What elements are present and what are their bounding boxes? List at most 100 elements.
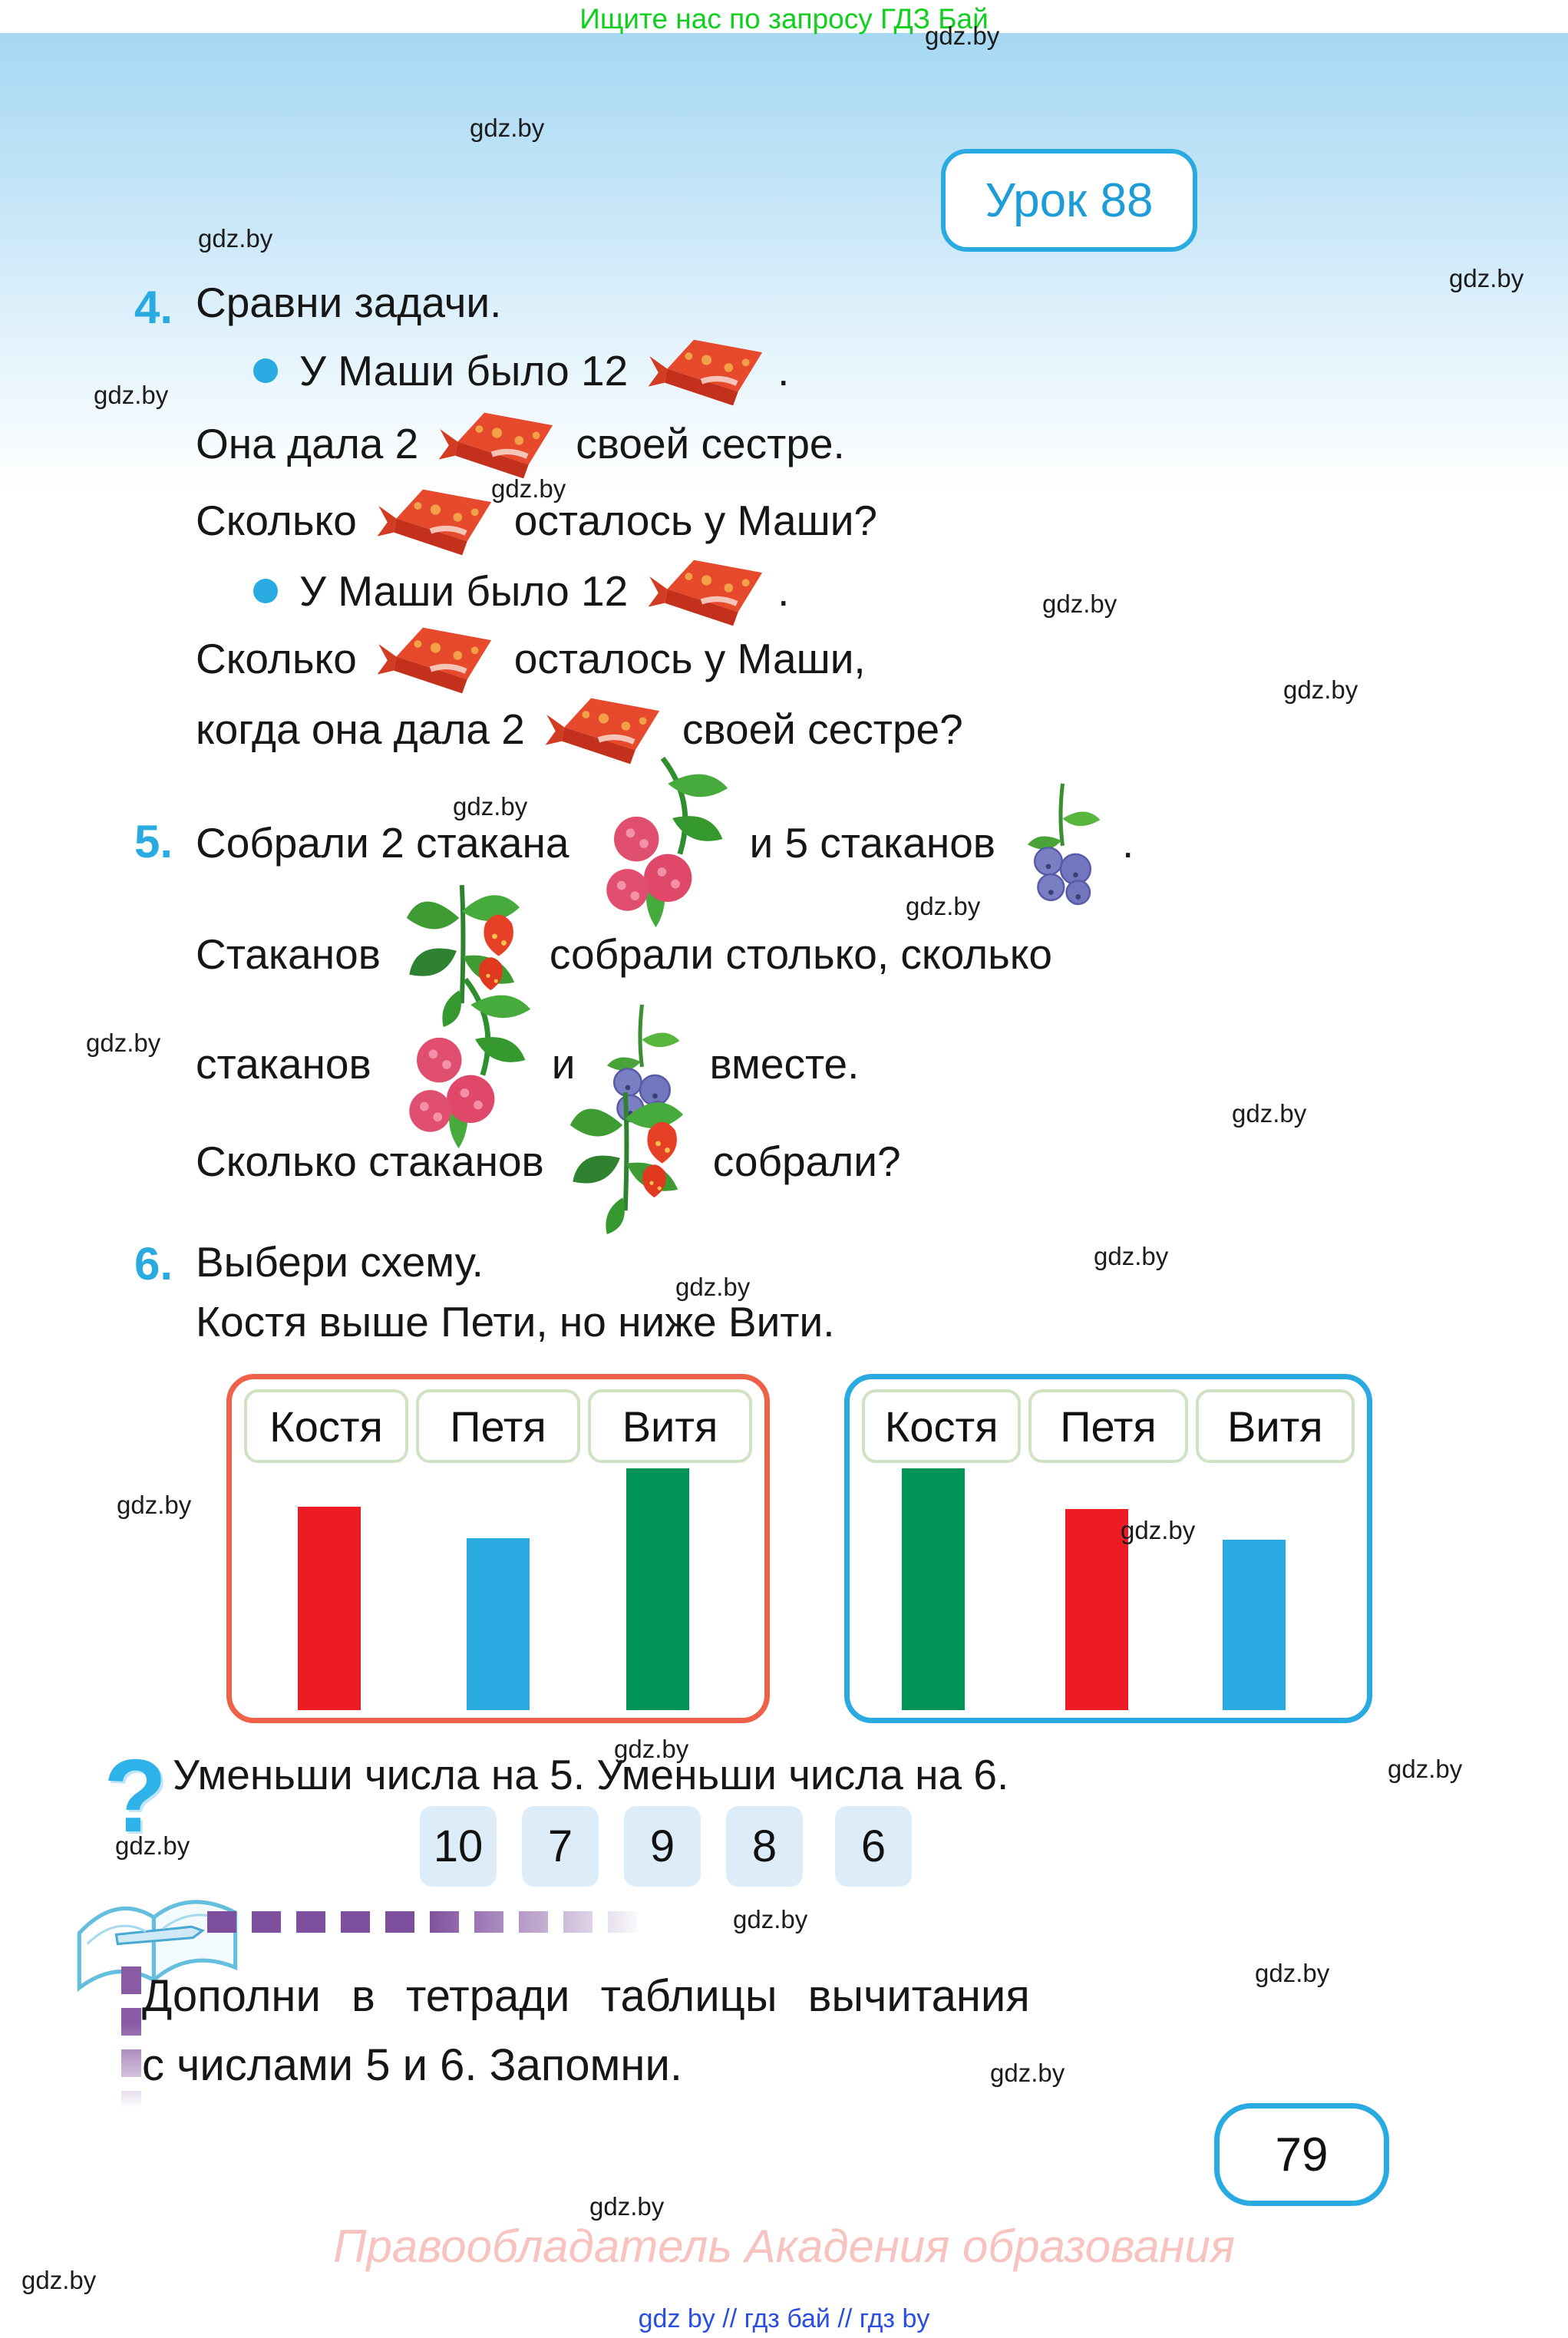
task4-bullet2-line2: Сколько осталось у Маши, xyxy=(196,601,866,716)
gdz-watermark: gdz.by xyxy=(453,792,528,821)
gdz-watermark: gdz.by xyxy=(1042,589,1117,618)
text-segment: Она дала 2 xyxy=(196,420,419,467)
page-number: 79 xyxy=(1275,2128,1329,2181)
bar-kostya xyxy=(298,1507,361,1710)
text-segment: Сколько xyxy=(196,635,357,682)
label-text: Витя xyxy=(1227,1402,1323,1451)
lesson-badge-label: Урок 88 xyxy=(985,173,1154,227)
gdz-watermark: gdz.by xyxy=(1232,1099,1307,1128)
text-segment: собрали столько, сколько xyxy=(549,930,1053,978)
number-box: 6 xyxy=(835,1806,912,1887)
text-segment: Сколько стаканов xyxy=(196,1138,544,1185)
text-segment: осталось у Маши, xyxy=(513,635,866,682)
task6-title: Выбери схему. xyxy=(196,1237,484,1286)
text-segment: собрали? xyxy=(712,1138,901,1185)
gdz-watermark: gdz.by xyxy=(1449,264,1524,292)
task5-line1: Собрали 2 стакана и 5 стаканов . xyxy=(196,785,1134,900)
text-segment: осталось у Маши? xyxy=(513,497,878,544)
question-text: Уменьши числа на 5. Уменьши числа на 6. xyxy=(173,1750,1008,1799)
number-box: 10 xyxy=(420,1806,497,1887)
bar-petya xyxy=(1065,1509,1128,1710)
task6-number: 6. xyxy=(134,1238,173,1290)
number-value: 6 xyxy=(860,1821,886,1871)
text-segment: Сколько xyxy=(196,497,357,544)
bar-vitya xyxy=(626,1468,689,1710)
bar-petya xyxy=(467,1538,530,1710)
task6-subtitle-text: Костя выше Пети, но ниже Вити. xyxy=(196,1298,835,1346)
number-value: 10 xyxy=(433,1821,484,1871)
label-box-kostya: Костя xyxy=(862,1389,1022,1463)
homework-line1: Дополни в тетради таблицы вычитания xyxy=(142,1971,1030,2021)
bar-kostya xyxy=(902,1468,965,1710)
gdz-watermark: gdz.by xyxy=(1121,1516,1196,1544)
task4-bullet1-line3: Сколько осталось у Маши? xyxy=(196,463,877,578)
gdz-watermark: gdz.by xyxy=(1094,1242,1169,1270)
gdz-watermark: gdz.by xyxy=(589,2192,665,2221)
gdz-watermark: gdz.by xyxy=(1255,1959,1330,1987)
task4-title-text: Сравни задачи. xyxy=(196,279,502,326)
task6-subtitle: Костя выше Пети, но ниже Вити. xyxy=(196,1297,835,1346)
chart-labels: Костя Петя Витя xyxy=(862,1389,1355,1463)
number-box: 7 xyxy=(522,1806,599,1887)
gdz-watermark: gdz.by xyxy=(990,2059,1065,2087)
text-segment: стаканов xyxy=(196,1040,371,1088)
question-mark-icon: ? xyxy=(104,1738,167,1854)
task4-number: 4. xyxy=(134,282,173,333)
scheme-chart-right[interactable]: Костя Петя Витя xyxy=(844,1374,1372,1723)
number-value: 8 xyxy=(751,1821,777,1871)
strawberry-icon xyxy=(560,1079,698,1243)
lesson-badge: Урок 88 xyxy=(941,149,1197,252)
task5-line3: стаканов и вместе. xyxy=(196,1006,859,1121)
gdz-watermark: gdz.by xyxy=(86,1029,161,1057)
copyright-watermark: Правообладатель Акадения образования xyxy=(333,2221,1235,2272)
scheme-chart-left[interactable]: Костя Петя Витя xyxy=(226,1374,770,1723)
gdz-watermark: gdz.by xyxy=(470,114,545,142)
homework-line2: с числами 5 и 6. Запомни. xyxy=(142,2040,682,2090)
text-segment: . xyxy=(777,347,790,395)
text-segment: У Маши было 12 xyxy=(299,567,629,615)
gdz-watermark: gdz.by xyxy=(117,1491,192,1519)
number-box: 9 xyxy=(624,1806,701,1887)
label-box-petya: Петя xyxy=(416,1389,580,1463)
gdz-watermark: gdz.by xyxy=(925,21,1000,50)
gdz-watermark: gdz.by xyxy=(115,1831,190,1860)
label-text: Костя xyxy=(269,1402,383,1451)
bar-vitya xyxy=(1223,1540,1286,1710)
gdz-watermark: gdz.by xyxy=(733,1905,808,1933)
text-segment: Стаканов xyxy=(196,930,381,978)
text-segment: и 5 стаканов xyxy=(749,819,996,867)
task4-bullet2-line1: У Маши было 12 . xyxy=(299,533,789,649)
blueberry-icon xyxy=(1011,778,1114,908)
gdz-watermark: gdz.by xyxy=(906,892,981,920)
text-segment: . xyxy=(1122,819,1134,867)
text-segment: своей сестре. xyxy=(576,420,845,467)
gdz-watermark: gdz.by xyxy=(1283,675,1358,704)
task4-bullet2-line3: когда она дала 2 своей сестре? xyxy=(196,672,963,787)
label-box-petya: Петя xyxy=(1028,1389,1188,1463)
chart-bars xyxy=(232,1379,764,1710)
task5-line4: Сколько стаканов собрали? xyxy=(196,1104,901,1219)
bullet-dot xyxy=(253,579,278,603)
footer-links[interactable]: gdz by // гдз бай // гдз by xyxy=(638,2304,930,2333)
number-box: 8 xyxy=(726,1806,803,1887)
text-segment: когда она дала 2 xyxy=(196,705,525,753)
text-segment: и xyxy=(551,1040,576,1088)
question-text-segment: Уменьши числа на 5. Уменьши числа на 6. xyxy=(173,1751,1009,1798)
gdz-watermark: gdz.by xyxy=(21,2266,97,2294)
gdz-watermark: gdz.by xyxy=(675,1273,751,1301)
label-box-kostya: Костя xyxy=(244,1389,408,1463)
dashed-line-horizontal xyxy=(207,1911,645,1933)
dashed-line-vertical xyxy=(121,1966,141,2108)
gdz-watermark: gdz.by xyxy=(94,381,169,409)
chart-labels: Костя Петя Витя xyxy=(244,1389,752,1463)
task4-title: Сравни задачи. xyxy=(196,278,501,327)
gdz-watermark: gdz.by xyxy=(198,224,273,253)
label-text: Петя xyxy=(1060,1402,1157,1451)
label-box-vitya: Витя xyxy=(1195,1389,1355,1463)
task5-line2: Стаканов собрали столько, сколько xyxy=(196,897,1052,1012)
task6-title-text: Выбери схему. xyxy=(196,1238,484,1286)
label-text: Витя xyxy=(622,1402,718,1451)
text-segment: . xyxy=(777,567,790,615)
bullet-dot xyxy=(253,358,278,383)
